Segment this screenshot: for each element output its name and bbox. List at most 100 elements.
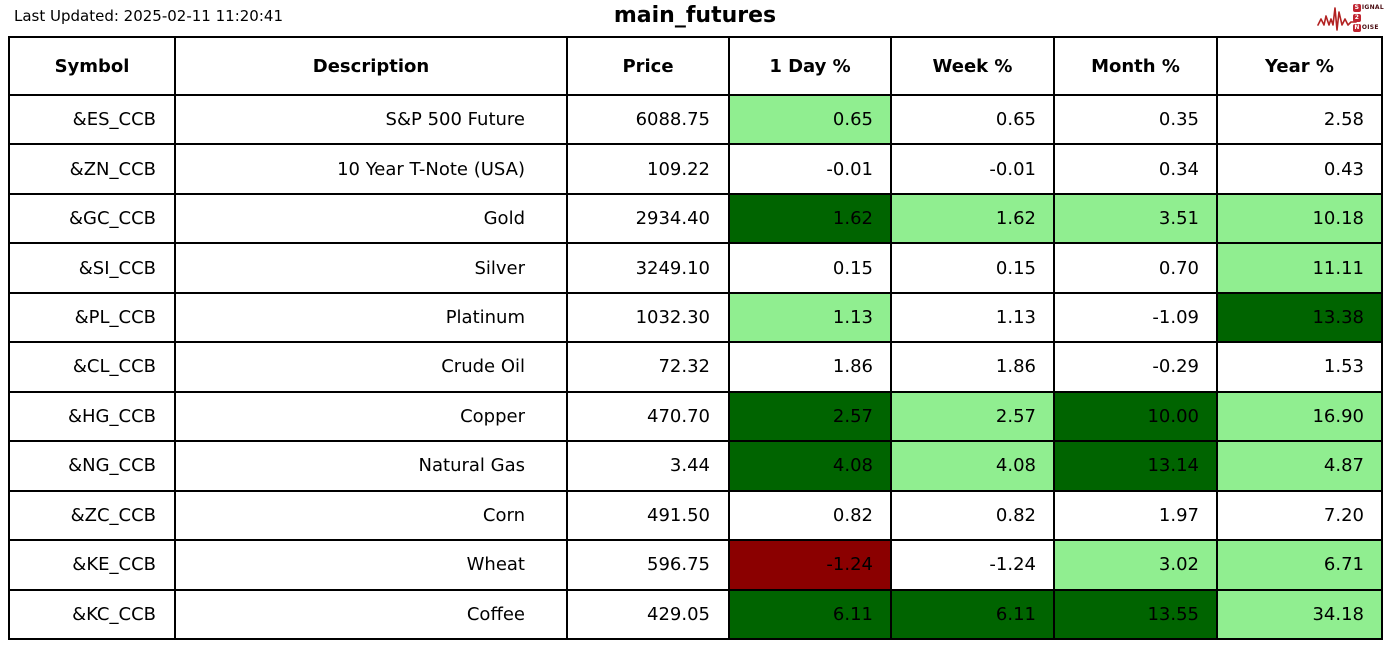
cell-1day-pct: -0.01 [728, 143, 892, 195]
cell-price: 6088.75 [566, 93, 730, 146]
cell-year-pct: 4.87 [1216, 440, 1383, 492]
col-header-month-pct: Month % [1053, 36, 1218, 96]
waveform-icon [1317, 7, 1357, 31]
table-row: &ES_CCB S&P 500 Future 6088.75 0.65 0.65 0.35… [8, 93, 1383, 146]
cell-1day-pct: 1.13 [728, 291, 892, 344]
logo-line-noise: N OISE [1352, 24, 1379, 32]
cell-year-pct: 1.53 [1216, 341, 1383, 393]
cell-symbol: &CL_CCB [8, 341, 176, 393]
cell-week-pct: 0.82 [890, 489, 1055, 542]
cell-symbol: &ZC_CCB [8, 489, 176, 542]
cell-year-pct: 16.90 [1216, 390, 1383, 443]
cell-week-pct: -0.01 [890, 143, 1055, 195]
cell-year-pct: 11.11 [1216, 242, 1383, 294]
cell-week-pct: 1.62 [890, 192, 1055, 245]
logo-line-signal: S IGNAL [1352, 4, 1384, 12]
logo-letter-s: S [1352, 4, 1361, 12]
cell-price: 2934.40 [566, 192, 730, 245]
cell-price: 72.32 [566, 341, 730, 393]
table-row: &GC_CCB Gold 2934.40 1.62 1.62 3.51 10.18 [8, 192, 1383, 245]
cell-symbol: &GC_CCB [8, 192, 176, 245]
table-row: &SI_CCB Silver 3249.10 0.15 0.15 0.70 11.11 [8, 242, 1383, 294]
cell-description: Coffee [174, 588, 568, 641]
cell-year-pct: 6.71 [1216, 539, 1383, 591]
table-row: &CL_CCB Crude Oil 72.32 1.86 1.86 -0.29 1.53 [8, 341, 1383, 393]
signal2noise-logo: S IGNAL 2 N OISE [1317, 2, 1384, 34]
cell-year-pct: 2.58 [1216, 93, 1383, 146]
cell-week-pct: -1.24 [890, 539, 1055, 591]
logo-letter-n: N [1352, 24, 1361, 32]
cell-symbol: &KE_CCB [8, 539, 176, 591]
cell-month-pct: 0.70 [1053, 242, 1218, 294]
cell-month-pct: 0.35 [1053, 93, 1218, 146]
cell-year-pct: 0.43 [1216, 143, 1383, 195]
table-row: &PL_CCB Platinum 1032.30 1.13 1.13 -1.09 13.38 [8, 291, 1383, 344]
cell-month-pct: 3.51 [1053, 192, 1218, 245]
table-row: &KE_CCB Wheat 596.75 -1.24 -1.24 3.02 6.71 [8, 539, 1383, 591]
cell-month-pct: 10.00 [1053, 390, 1218, 443]
cell-symbol: &ZN_CCB [8, 143, 176, 195]
cell-description: S&P 500 Future [174, 93, 568, 146]
cell-symbol: &PL_CCB [8, 291, 176, 344]
cell-description: 10 Year T-Note (USA) [174, 143, 568, 195]
col-header-price: Price [566, 36, 730, 96]
col-header-week-pct: Week % [890, 36, 1055, 96]
cell-month-pct: 0.34 [1053, 143, 1218, 195]
table-row: &HG_CCB Copper 470.70 2.57 2.57 10.00 16.90 [8, 390, 1383, 443]
cell-description: Silver [174, 242, 568, 294]
col-header-symbol: Symbol [8, 36, 176, 96]
cell-price: 3249.10 [566, 242, 730, 294]
cell-month-pct: 3.02 [1053, 539, 1218, 591]
cell-1day-pct: 1.86 [728, 341, 892, 393]
cell-year-pct: 10.18 [1216, 192, 1383, 245]
cell-description: Platinum [174, 291, 568, 344]
cell-price: 429.05 [566, 588, 730, 641]
cell-1day-pct: -1.24 [728, 539, 892, 591]
table-row: &NG_CCB Natural Gas 3.44 4.08 4.08 13.14 4.87 [8, 440, 1383, 492]
cell-description: Corn [174, 489, 568, 542]
cell-week-pct: 0.65 [890, 93, 1055, 146]
cell-description: Gold [174, 192, 568, 245]
cell-week-pct: 1.13 [890, 291, 1055, 344]
last-updated-text: Last Updated: 2025-02-11 11:20:41 [14, 7, 283, 25]
header-row: Symbol Description Price 1 Day % Week % … [8, 36, 1383, 96]
cell-month-pct: 1.97 [1053, 489, 1218, 542]
cell-description: Wheat [174, 539, 568, 591]
cell-month-pct: -0.29 [1053, 341, 1218, 393]
table-row: &ZC_CCB Corn 491.50 0.82 0.82 1.97 7.20 [8, 489, 1383, 542]
cell-1day-pct: 0.65 [728, 93, 892, 146]
col-header-year-pct: Year % [1216, 36, 1383, 96]
logo-line-2: 2 [1352, 14, 1384, 23]
cell-symbol: &ES_CCB [8, 93, 176, 146]
cell-month-pct: 13.14 [1053, 440, 1218, 492]
cell-1day-pct: 6.11 [728, 588, 892, 641]
table-row: &KC_CCB Coffee 429.05 6.11 6.11 13.55 34.18 [8, 588, 1383, 641]
cell-symbol: &SI_CCB [8, 242, 176, 294]
cell-symbol: &HG_CCB [8, 390, 176, 443]
cell-month-pct: -1.09 [1053, 291, 1218, 344]
cell-symbol: &NG_CCB [8, 440, 176, 492]
cell-year-pct: 34.18 [1216, 588, 1383, 641]
cell-year-pct: 13.38 [1216, 291, 1383, 344]
logo-letter-2: 2 [1352, 14, 1361, 22]
cell-price: 3.44 [566, 440, 730, 492]
cell-description: Natural Gas [174, 440, 568, 492]
cell-1day-pct: 0.15 [728, 242, 892, 294]
cell-week-pct: 1.86 [890, 341, 1055, 393]
cell-week-pct: 0.15 [890, 242, 1055, 294]
cell-symbol: &KC_CCB [8, 588, 176, 641]
cell-week-pct: 6.11 [890, 588, 1055, 641]
cell-1day-pct: 0.82 [728, 489, 892, 542]
cell-week-pct: 4.08 [890, 440, 1055, 492]
cell-year-pct: 7.20 [1216, 489, 1383, 542]
cell-price: 596.75 [566, 539, 730, 591]
cell-1day-pct: 1.62 [728, 192, 892, 245]
cell-price: 491.50 [566, 489, 730, 542]
col-header-description: Description [174, 36, 568, 96]
futures-table: Symbol Description Price 1 Day % Week % … [8, 36, 1383, 641]
table-row: &ZN_CCB 10 Year T-Note (USA) 109.22 -0.01 -0… [8, 143, 1383, 195]
cell-price: 470.70 [566, 390, 730, 443]
cell-price: 109.22 [566, 143, 730, 195]
cell-price: 1032.30 [566, 291, 730, 344]
